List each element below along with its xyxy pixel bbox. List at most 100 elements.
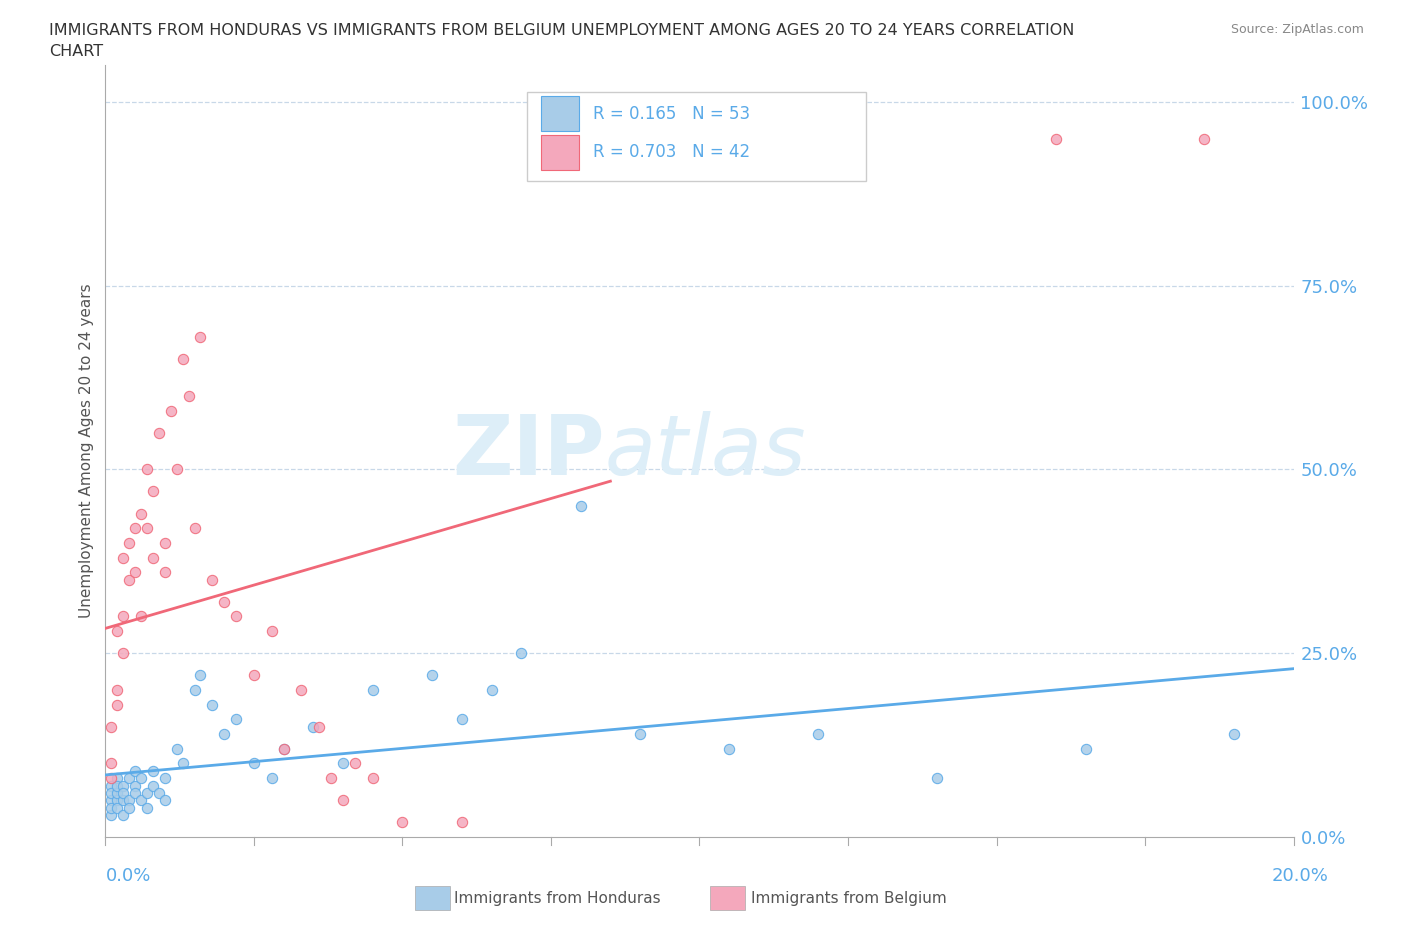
Point xyxy=(1045,131,1067,146)
Point xyxy=(129,792,152,807)
Point xyxy=(100,719,122,734)
Point xyxy=(481,683,503,698)
Text: CHART: CHART xyxy=(49,44,103,59)
Text: atlas: atlas xyxy=(605,410,806,492)
Text: Immigrants from Belgium: Immigrants from Belgium xyxy=(751,891,946,906)
Point xyxy=(129,506,152,521)
Point xyxy=(166,741,188,756)
Point xyxy=(510,645,533,660)
Point xyxy=(148,786,170,801)
Point xyxy=(190,668,212,683)
Point xyxy=(290,683,312,698)
Point xyxy=(124,565,146,579)
Point xyxy=(100,756,122,771)
Point xyxy=(243,756,266,771)
Point xyxy=(183,683,205,698)
Point xyxy=(112,807,135,822)
Point xyxy=(100,792,122,807)
Point xyxy=(118,800,141,815)
Point xyxy=(273,741,295,756)
Point xyxy=(153,536,176,551)
Text: Source: ZipAtlas.com: Source: ZipAtlas.com xyxy=(1230,23,1364,36)
Point xyxy=(190,329,212,344)
Point xyxy=(100,771,122,786)
Point xyxy=(420,668,443,683)
Point xyxy=(100,800,122,815)
Point xyxy=(172,756,194,771)
Point xyxy=(112,551,135,565)
Point xyxy=(105,624,128,639)
Point xyxy=(112,778,135,793)
Point xyxy=(1074,741,1097,756)
Text: 0.0%: 0.0% xyxy=(105,867,150,885)
Point xyxy=(105,792,128,807)
Point xyxy=(124,764,146,778)
Point xyxy=(159,404,181,418)
Point xyxy=(105,800,128,815)
Point xyxy=(118,536,141,551)
Point xyxy=(628,726,651,741)
Point xyxy=(100,778,122,793)
Y-axis label: Unemployment Among Ages 20 to 24 years: Unemployment Among Ages 20 to 24 years xyxy=(79,284,94,618)
Point xyxy=(112,786,135,801)
Point xyxy=(142,484,165,498)
Point xyxy=(118,771,141,786)
Point xyxy=(153,792,176,807)
Text: Immigrants from Honduras: Immigrants from Honduras xyxy=(454,891,661,906)
Point xyxy=(260,771,283,786)
Point xyxy=(214,594,236,609)
Point xyxy=(361,683,384,698)
Point xyxy=(112,792,135,807)
Point xyxy=(807,726,830,741)
Point xyxy=(214,726,236,741)
Point xyxy=(332,756,354,771)
Point xyxy=(225,712,247,727)
Point xyxy=(124,521,146,536)
Point xyxy=(450,815,472,830)
Point xyxy=(129,609,152,624)
Point xyxy=(118,792,141,807)
Point xyxy=(321,771,343,786)
Point xyxy=(136,800,159,815)
Point xyxy=(343,756,366,771)
Bar xyxy=(541,135,579,169)
FancyBboxPatch shape xyxy=(527,92,866,180)
Point xyxy=(569,498,592,513)
Point xyxy=(118,572,141,587)
Text: IMMIGRANTS FROM HONDURAS VS IMMIGRANTS FROM BELGIUM UNEMPLOYMENT AMONG AGES 20 T: IMMIGRANTS FROM HONDURAS VS IMMIGRANTS F… xyxy=(49,23,1074,38)
Point xyxy=(225,609,247,624)
Text: 20.0%: 20.0% xyxy=(1272,867,1329,885)
Point xyxy=(136,521,159,536)
Bar xyxy=(541,97,579,131)
Point xyxy=(129,771,152,786)
Text: ZIP: ZIP xyxy=(451,410,605,492)
Point xyxy=(136,786,159,801)
Point xyxy=(260,624,283,639)
Text: R = 0.703   N = 42: R = 0.703 N = 42 xyxy=(592,143,749,161)
Point xyxy=(105,683,128,698)
Point xyxy=(177,389,200,404)
Point xyxy=(124,778,146,793)
Point xyxy=(100,786,122,801)
Point xyxy=(166,462,188,477)
Point xyxy=(273,741,295,756)
Point xyxy=(153,771,176,786)
Point xyxy=(183,521,205,536)
Point xyxy=(112,645,135,660)
Point xyxy=(332,792,354,807)
Point xyxy=(308,719,330,734)
Point xyxy=(142,551,165,565)
Point xyxy=(201,572,224,587)
Text: R = 0.165   N = 53: R = 0.165 N = 53 xyxy=(592,105,749,123)
Point xyxy=(1223,726,1246,741)
Point xyxy=(148,425,170,440)
Point xyxy=(124,786,146,801)
Point xyxy=(142,778,165,793)
Point xyxy=(105,698,128,712)
Point xyxy=(450,712,472,727)
Point xyxy=(1194,131,1216,146)
Point xyxy=(302,719,325,734)
Point xyxy=(927,771,949,786)
Point xyxy=(172,352,194,366)
Point xyxy=(718,741,741,756)
